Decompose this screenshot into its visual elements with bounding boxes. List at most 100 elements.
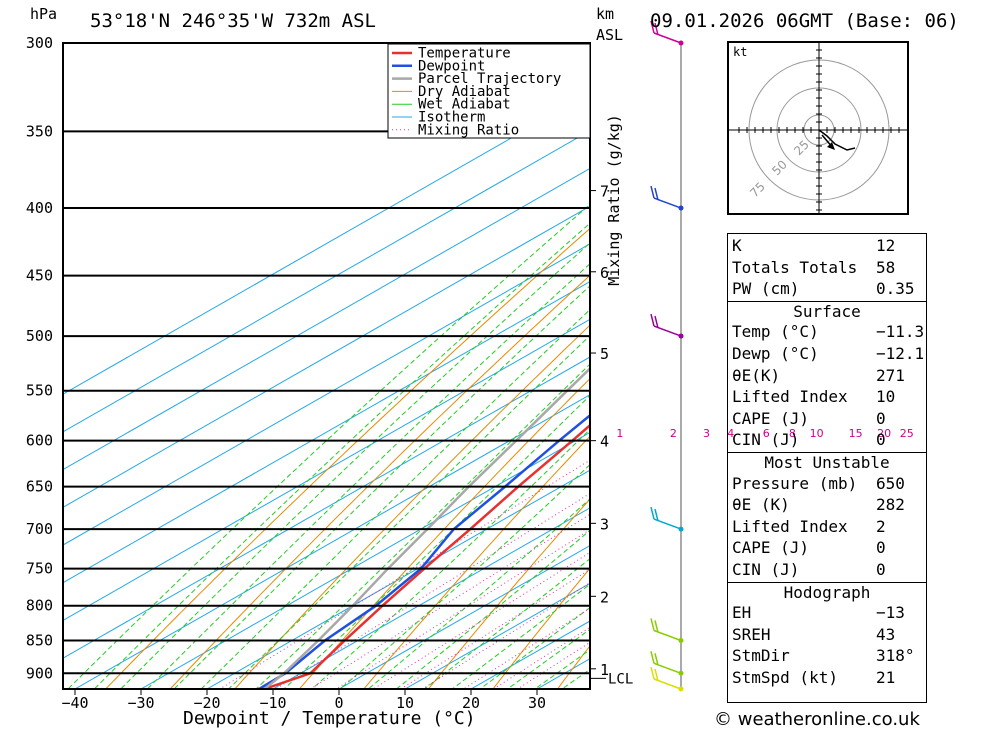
index-row: StmDir 318°	[732, 645, 926, 667]
pressure-unit-label: hPa	[30, 5, 58, 23]
km-tick-label: 6	[600, 264, 609, 282]
wet-adiabat-line	[533, 649, 590, 689]
hodograph-ring-label: 75	[747, 179, 768, 200]
km-tick-label: 2	[600, 588, 609, 606]
index-divider	[728, 581, 926, 583]
index-divider	[728, 300, 926, 302]
isotherm-line	[140, 431, 590, 689]
index-section-title: Hodograph	[783, 582, 871, 602]
mixing-ratio-label: 3	[703, 427, 710, 440]
isotherm-line	[338, 544, 590, 689]
mixing-ratio-label: 20	[877, 427, 891, 440]
index-label: CAPE (J)	[732, 538, 810, 558]
wind-barb-flag	[654, 187, 659, 201]
isotherm-line	[63, 130, 590, 433]
indices-table: K 12 Totals Totals 58 PW (cm) 0.35 Surface Temp…	[727, 233, 927, 703]
isotherm-line	[63, 92, 590, 395]
index-value: −12.1	[876, 344, 925, 363]
wind-barb-flag	[650, 651, 655, 664]
mixing-ratio-label: 6	[763, 427, 770, 440]
series-parcel-trajectory	[263, 366, 590, 689]
index-row: CIN (J) 0	[732, 429, 926, 451]
index-row: θE (K) 282	[732, 494, 926, 516]
wind-barb-flag	[654, 22, 659, 36]
mixing-ratio-label: 15	[849, 427, 863, 440]
index-section-title: Surface	[793, 301, 861, 321]
wind-barb-flag	[650, 506, 655, 520]
legend-entry: Dry Adiabat	[418, 84, 511, 100]
index-value: −11.3	[876, 322, 925, 342]
dry-adiabat-line	[169, 274, 590, 689]
height-asl-label: ASL	[596, 26, 624, 44]
wet-adiabat-line	[119, 242, 590, 689]
index-divider	[728, 452, 926, 453]
wind-barb-base	[678, 333, 684, 339]
legend-entry: Mixing Ratio	[418, 122, 519, 138]
storm-motion-arrowhead	[827, 142, 835, 150]
index-row: Temp (°C) −11.3	[732, 321, 926, 343]
isotherm-line	[63, 280, 590, 584]
isotherm-line	[63, 356, 590, 659]
mixing-ratio-line	[310, 513, 590, 689]
index-row: PW (cm) 0.35	[732, 278, 926, 300]
mixing-ratio-label: 2	[670, 427, 677, 440]
index-value: 271	[876, 365, 905, 385]
index-value: 0	[876, 560, 886, 579]
pressure-tick-label: 900	[26, 664, 53, 682]
station-location: 53°18'N 246°35'W 732m ASL	[90, 10, 376, 32]
mixing-ratio-label: 10	[810, 427, 824, 440]
index-value: 318°	[876, 646, 915, 666]
mixing-ratio-line	[400, 568, 590, 689]
index-label: CIN (J)	[732, 560, 800, 579]
wind-barb-flag	[650, 618, 655, 631]
index-value: 58	[876, 257, 896, 277]
wind-barb-flag	[654, 653, 659, 666]
index-row: Lifted Index 10	[732, 386, 926, 408]
index-label: Temp (°C)	[732, 322, 819, 342]
x-tick-label: 20	[462, 694, 480, 712]
index-value: 43	[876, 624, 896, 644]
wind-barb-flag	[650, 313, 655, 327]
mixing-ratio-label: 25	[900, 427, 914, 440]
index-value: 12	[876, 236, 896, 255]
index-label: Lifted Index	[732, 516, 848, 536]
index-value: 21	[876, 668, 896, 687]
index-section-title: Most Unstable	[764, 453, 890, 472]
wet-adiabat-line	[367, 498, 590, 689]
legend-entry: Temperature	[418, 46, 511, 62]
index-value: 0	[876, 538, 886, 558]
dry-adiabat-line	[428, 498, 590, 689]
pressure-tick-label: 600	[26, 432, 53, 450]
index-label: SREH	[732, 624, 771, 644]
index-label: StmSpd (kt)	[732, 668, 838, 687]
x-tick-label: −40	[61, 694, 88, 712]
wind-barb-base	[678, 686, 684, 692]
index-value: 0.35	[876, 279, 915, 299]
wet-adiabat-line	[395, 529, 590, 689]
legend-entry: Parcel Trajectory	[418, 71, 561, 87]
hodograph-unit: kt	[733, 45, 748, 59]
km-tick-label: 1	[600, 661, 609, 679]
pressure-tick-label: 300	[26, 34, 53, 52]
wind-barb-base	[678, 40, 684, 46]
index-row: CIN (J) 0	[732, 559, 926, 581]
isotherm-line	[74, 394, 590, 689]
pressure-tick-label: 800	[26, 597, 53, 615]
pressure-tick-label: 500	[26, 327, 53, 345]
hodograph-ring-label: 50	[769, 157, 790, 178]
wind-barb-flag	[654, 620, 659, 633]
index-row: K 12	[732, 235, 926, 257]
legend-entry: Dewpoint	[418, 58, 485, 74]
isotherm-line	[63, 318, 590, 622]
index-label: CAPE (J)	[732, 408, 810, 428]
index-label: Dewp (°C)	[732, 344, 819, 363]
km-tick-label: 5	[600, 345, 609, 363]
pressure-tick-label: 650	[26, 478, 53, 496]
index-row: SREH 43	[732, 624, 926, 646]
km-tick-label: 3	[600, 515, 609, 533]
index-label: Totals Totals	[732, 257, 858, 277]
index-row: Lifted Index 2	[732, 516, 926, 538]
index-label: CIN (J)	[732, 430, 800, 450]
